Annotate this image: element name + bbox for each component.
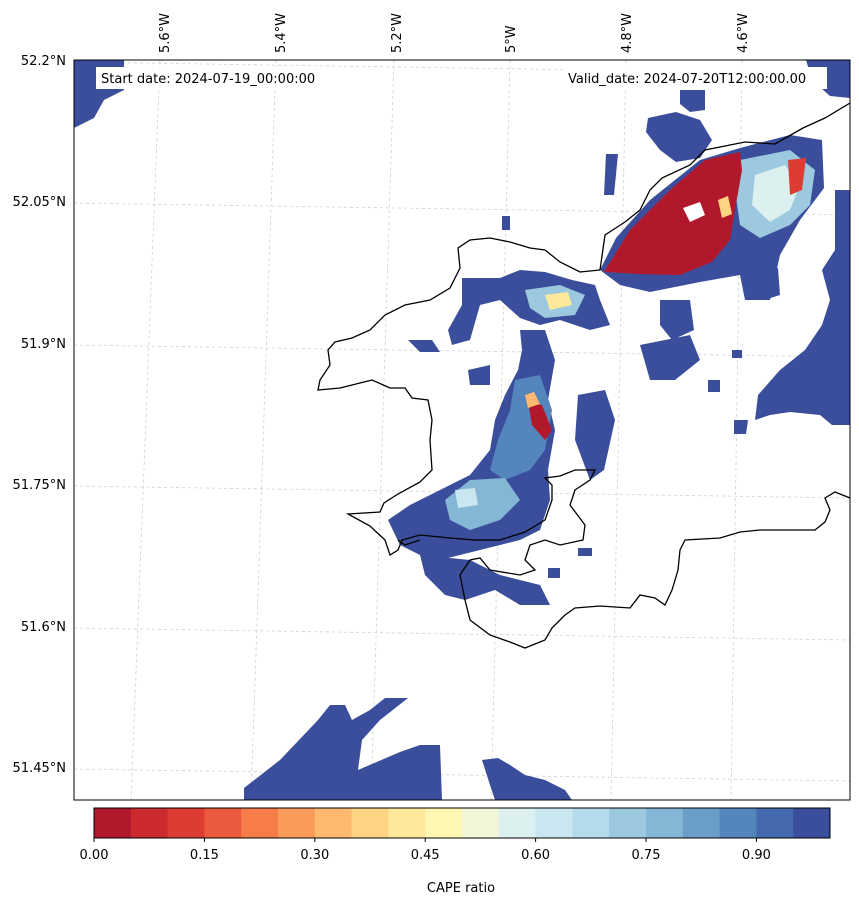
cape-region	[455, 488, 478, 508]
cape-region	[755, 190, 850, 425]
colorbar-segment	[278, 808, 316, 838]
cape-region	[760, 268, 780, 300]
coastline-south	[317, 237, 850, 649]
lon-label: 5.2°W	[390, 13, 405, 53]
colorbar-segment	[94, 808, 132, 838]
start-date-box	[96, 67, 332, 89]
cape-region	[604, 154, 618, 195]
colorbar-tick-label: 0.30	[300, 848, 329, 863]
colorbar-segment	[719, 808, 757, 838]
colorbar-segment	[167, 808, 205, 838]
colorbar-tick-label: 0.15	[190, 848, 219, 863]
colorbar-segment	[130, 808, 169, 838]
colorbar: 0.00 0.15 0.30 0.45 0.60 0.75 0.90	[80, 807, 831, 863]
lon-label: 4.8°W	[620, 13, 635, 53]
cape-region	[683, 202, 705, 222]
lat-label: 52.2°N	[21, 54, 66, 69]
cape-region	[525, 392, 540, 408]
cape-region	[604, 152, 742, 275]
colorbar-segment	[351, 808, 389, 838]
lon-label: 5.4°W	[274, 13, 289, 53]
colorbar-border	[93, 807, 831, 839]
colorbar-segment	[535, 808, 573, 838]
colorbar-tick-label: 0.45	[411, 848, 440, 863]
colorbar-segment	[609, 808, 647, 838]
colorbar-segment	[425, 808, 463, 838]
cape-region	[680, 90, 705, 112]
lon-label: 5°W	[504, 25, 519, 53]
cape-region	[468, 365, 490, 385]
lat-label: 52.05°N	[13, 195, 66, 210]
cape-region	[244, 698, 442, 800]
lat-label: 51.45°N	[13, 761, 66, 776]
start-date-label: Start date: 2024-07-19_00:00:00	[101, 72, 315, 87]
cape-region	[545, 292, 572, 310]
colorbar-segment	[756, 808, 794, 838]
cape-region	[578, 548, 592, 556]
colorbar-tick-label: 0.90	[742, 848, 771, 863]
cape-region	[420, 555, 550, 605]
latitude-labels: 52.2°N 52.05°N 51.9°N 51.75°N 51.6°N 51.…	[13, 54, 66, 776]
coastline	[317, 102, 850, 649]
cape-region	[640, 335, 700, 380]
lat-label: 51.75°N	[13, 478, 66, 493]
lat-label: 51.9°N	[21, 337, 66, 352]
cape-region	[408, 340, 440, 352]
valid-date-label: Valid_date: 2024-07-20T12:00:00.00	[568, 72, 806, 87]
map-frame	[73, 59, 851, 801]
colorbar-segment	[388, 808, 426, 838]
colorbar-tick-label: 0.75	[632, 848, 661, 863]
colorbar-segment	[462, 808, 500, 838]
cape-region	[482, 758, 572, 800]
colorbar-segment	[572, 808, 610, 838]
colorbar-segment	[793, 808, 831, 838]
colorbar-segment	[646, 808, 684, 838]
cape-region	[646, 112, 712, 162]
colorbar-tick-label: 0.60	[521, 848, 550, 863]
cape-region	[548, 568, 560, 578]
cape-region	[708, 380, 720, 392]
colorbar-tick-label: 0.00	[80, 848, 109, 863]
coastline-north	[599, 102, 850, 271]
cape-region	[788, 158, 806, 195]
colorbar-segment	[204, 808, 242, 838]
cape-region	[732, 350, 742, 358]
cape-region	[734, 420, 748, 434]
map-content	[74, 60, 850, 800]
colorbar-title: CAPE ratio	[427, 881, 495, 896]
lat-label: 51.6°N	[21, 620, 66, 635]
colorbar-segment	[498, 808, 537, 838]
cape-ratio-field	[74, 60, 850, 800]
cape-region	[528, 402, 552, 440]
cape-region	[660, 300, 694, 340]
lon-label: 4.6°W	[736, 13, 751, 53]
colorbar-segment	[682, 808, 721, 838]
coastline-detail	[397, 539, 421, 546]
lon-label: 5.6°W	[158, 13, 173, 53]
cape-region	[448, 270, 610, 345]
cape-region	[718, 196, 732, 218]
longitude-labels: 5.6°W 5.4°W 5.2°W 5°W 4.8°W 4.6°W	[158, 13, 751, 53]
cape-region	[575, 390, 615, 480]
colorbar-segment	[314, 808, 353, 838]
cape-region	[752, 165, 800, 222]
colorbar-segment	[241, 808, 279, 838]
valid-date-box	[563, 67, 827, 89]
cape-region	[502, 216, 510, 230]
